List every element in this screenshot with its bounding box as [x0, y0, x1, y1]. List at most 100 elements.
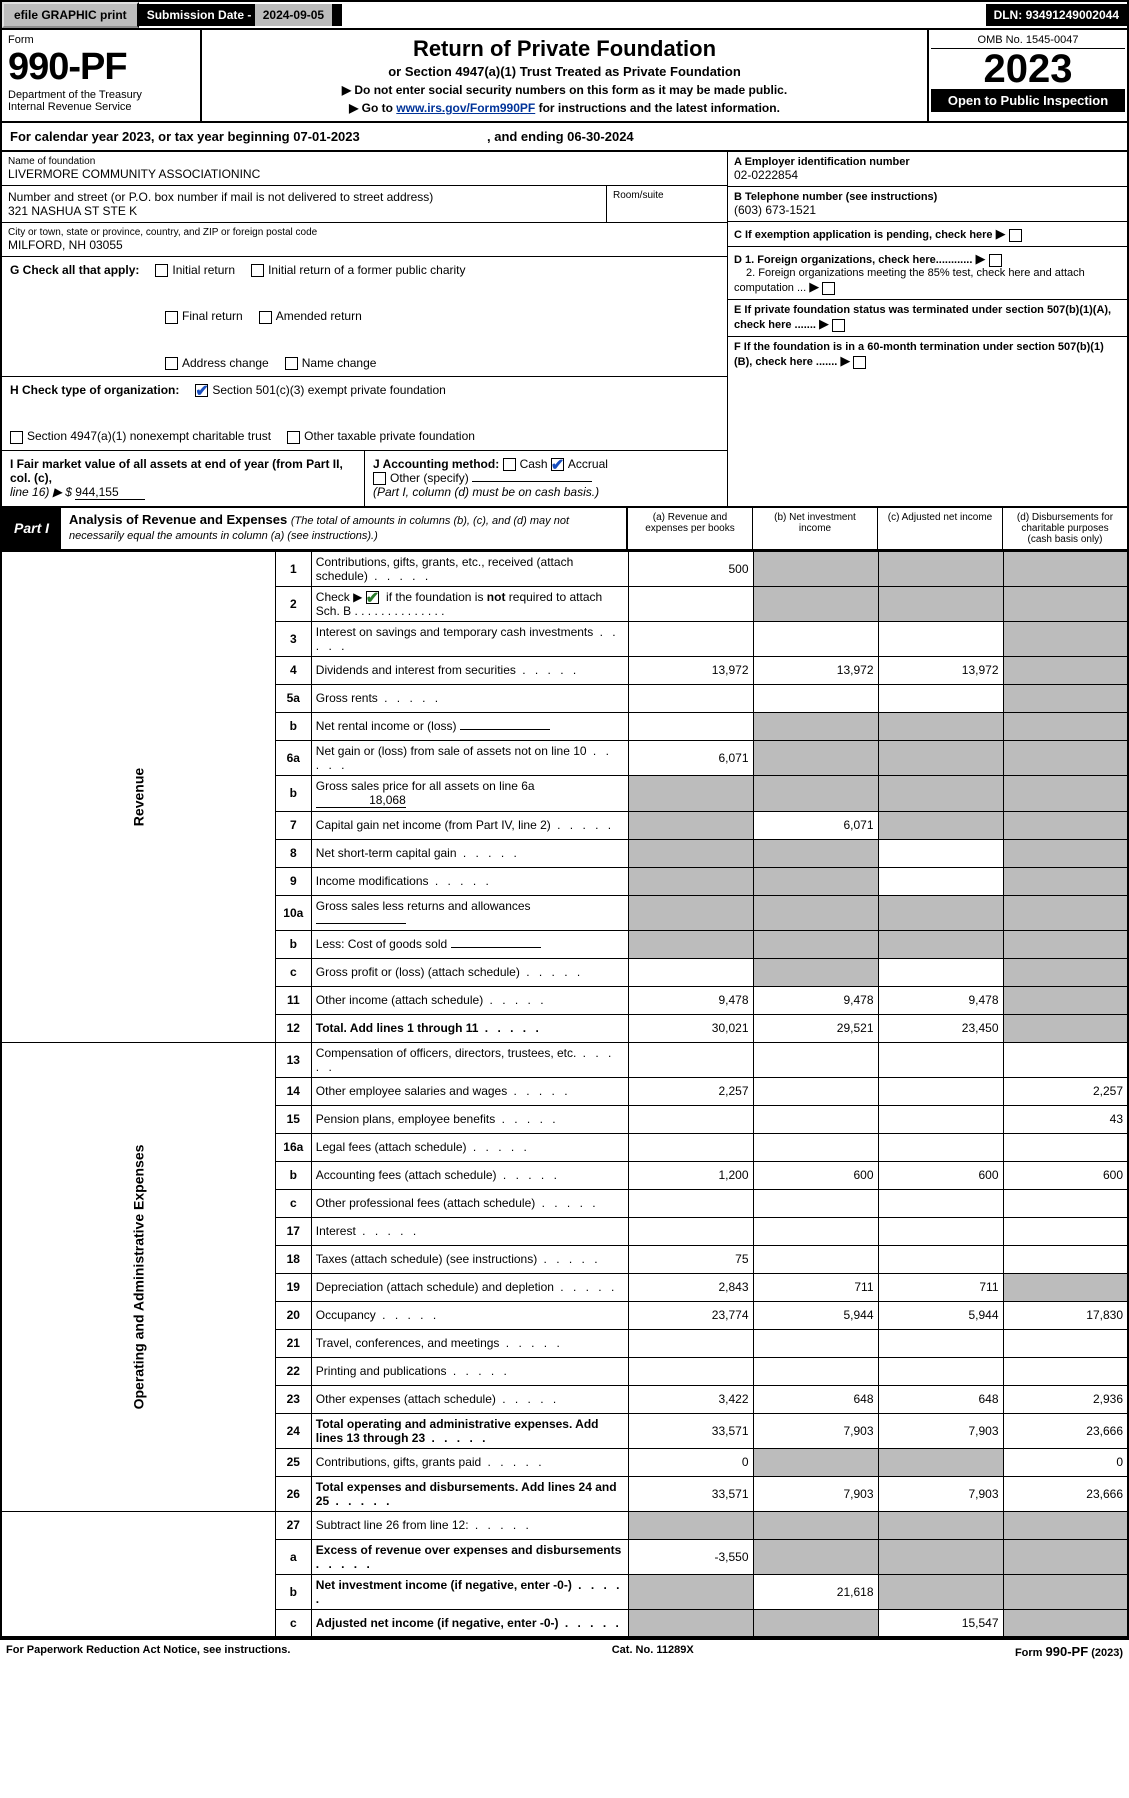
- amount-cell: 648: [878, 1385, 1003, 1413]
- line-description: Excess of revenue over expenses and disb…: [311, 1539, 628, 1574]
- line-number: 14: [275, 1077, 311, 1105]
- line-description: Travel, conferences, and meetings . . . …: [311, 1329, 628, 1357]
- line-number: b: [275, 1161, 311, 1189]
- amount-cell: 711: [753, 1273, 878, 1301]
- amount-cell: [878, 930, 1003, 958]
- line-number: 18: [275, 1245, 311, 1273]
- c-checkbox[interactable]: [1009, 229, 1022, 242]
- line-number: 27: [275, 1511, 311, 1539]
- amount-cell: [628, 621, 753, 656]
- amount-cell: [753, 1329, 878, 1357]
- g-opt-address[interactable]: Address change: [165, 356, 269, 370]
- line-number: c: [275, 1189, 311, 1217]
- amount-cell: [878, 684, 1003, 712]
- amount-cell: [1003, 1014, 1128, 1042]
- j-cell: J Accounting method: Cash Accrual Other …: [364, 451, 727, 506]
- j-cash[interactable]: Cash: [503, 457, 548, 471]
- line-number: 10a: [275, 895, 311, 930]
- amount-cell: 23,666: [1003, 1476, 1128, 1511]
- line-description: Capital gain net income (from Part IV, l…: [311, 811, 628, 839]
- dln-label: DLN:: [994, 8, 1026, 22]
- amount-cell: [1003, 712, 1128, 740]
- d1-checkbox[interactable]: [989, 254, 1002, 267]
- amount-cell: 7,903: [878, 1413, 1003, 1448]
- table-row: 27Subtract line 26 from line 12: . . . .…: [1, 1511, 1128, 1539]
- header-center: Return of Private Foundation or Section …: [202, 30, 927, 121]
- amount-cell: [753, 1217, 878, 1245]
- amount-cell: [628, 811, 753, 839]
- g-row: G Check all that apply: Initial return I…: [2, 256, 727, 376]
- a-label: A Employer identification number: [734, 156, 1121, 168]
- amount-cell: [753, 1609, 878, 1637]
- part1-header: Part I Analysis of Revenue and Expenses …: [0, 508, 1129, 551]
- amount-cell: 7,903: [878, 1476, 1003, 1511]
- a-cell: A Employer identification number 02-0222…: [728, 152, 1127, 186]
- line-description: Total. Add lines 1 through 11 . . . . .: [311, 1014, 628, 1042]
- amount-cell: [1003, 1189, 1128, 1217]
- amount-cell: [1003, 986, 1128, 1014]
- line-description: Total operating and administrative expen…: [311, 1413, 628, 1448]
- line-description: Occupancy . . . . .: [311, 1301, 628, 1329]
- amount-cell: [1003, 895, 1128, 930]
- j-other-lbl: Other (specify): [390, 471, 469, 485]
- line-number: 19: [275, 1273, 311, 1301]
- amount-cell: 2,843: [628, 1273, 753, 1301]
- h-opt-4947[interactable]: Section 4947(a)(1) nonexempt charitable …: [10, 429, 271, 443]
- line-number: 3: [275, 621, 311, 656]
- line-description: Interest . . . . .: [311, 1217, 628, 1245]
- amount-cell: 3,422: [628, 1385, 753, 1413]
- street-label: Number and street (or P.O. box number if…: [8, 190, 600, 204]
- irs-link[interactable]: www.irs.gov/Form990PF: [396, 101, 535, 115]
- dept-treasury: Department of the Treasury: [8, 89, 194, 101]
- g-opt-name[interactable]: Name change: [285, 356, 377, 370]
- calendar-year-row: For calendar year 2023, or tax year begi…: [0, 123, 1129, 152]
- b-cell: B Telephone number (see instructions) (6…: [728, 186, 1127, 221]
- line-description: Income modifications . . . . .: [311, 867, 628, 895]
- line-number: 12: [275, 1014, 311, 1042]
- line-description: Subtract line 26 from line 12: . . . . .: [311, 1511, 628, 1539]
- amount-cell: [878, 839, 1003, 867]
- f-checkbox[interactable]: [853, 356, 866, 369]
- g-opt-initial[interactable]: Initial return: [155, 263, 235, 277]
- column-headers: (a) Revenue and expenses per books (b) N…: [626, 508, 1127, 549]
- e-checkbox[interactable]: [832, 319, 845, 332]
- efile-print-button[interactable]: efile GRAPHIC print: [2, 2, 139, 28]
- amount-cell: -3,550: [628, 1539, 753, 1574]
- h-opt-501c3[interactable]: Section 501(c)(3) exempt private foundat…: [195, 383, 445, 397]
- line-number: 2: [275, 586, 311, 621]
- j-accrual[interactable]: Accrual: [551, 457, 608, 471]
- line-description: Gross profit or (loss) (attach schedule)…: [311, 958, 628, 986]
- g-opt-final[interactable]: Final return: [165, 309, 243, 323]
- submission-date-label: Submission Date - 2024-09-05: [139, 4, 342, 26]
- h-opt-other-lbl: Other taxable private foundation: [304, 429, 475, 443]
- submission-date-value: 2024-09-05: [255, 4, 332, 26]
- amount-cell: [1003, 1357, 1128, 1385]
- form-number: 990-PF: [8, 46, 194, 89]
- line-description: Net rental income or (loss): [311, 712, 628, 740]
- expenses-section-label: Operating and Administrative Expenses: [1, 1042, 275, 1511]
- info-right: A Employer identification number 02-0222…: [727, 152, 1127, 506]
- e-label: E If private foundation status was termi…: [734, 304, 1111, 331]
- d2-checkbox[interactable]: [822, 282, 835, 295]
- g-opt-former[interactable]: Initial return of a former public charit…: [251, 263, 465, 277]
- amount-cell: [1003, 867, 1128, 895]
- line-number: 16a: [275, 1133, 311, 1161]
- amount-cell: 0: [628, 1448, 753, 1476]
- h-opt-other[interactable]: Other taxable private foundation: [287, 429, 475, 443]
- line-number: 11: [275, 986, 311, 1014]
- amount-cell: [1003, 1133, 1128, 1161]
- g-opt-amended[interactable]: Amended return: [259, 309, 362, 323]
- amount-cell: [878, 621, 1003, 656]
- amount-cell: 600: [878, 1161, 1003, 1189]
- amount-cell: [878, 551, 1003, 586]
- info-grid: Name of foundation LIVERMORE COMMUNITY A…: [0, 152, 1129, 508]
- i-cell: I Fair market value of all assets at end…: [2, 451, 364, 506]
- amount-cell: 33,571: [628, 1476, 753, 1511]
- amount-cell: [753, 867, 878, 895]
- header-left: Form 990-PF Department of the Treasury I…: [2, 30, 202, 121]
- amount-cell: [753, 1077, 878, 1105]
- amount-cell: 33,571: [628, 1413, 753, 1448]
- j-label: J Accounting method:: [373, 457, 499, 471]
- line-description: Adjusted net income (if negative, enter …: [311, 1609, 628, 1637]
- j-note: (Part I, column (d) must be on cash basi…: [373, 485, 599, 499]
